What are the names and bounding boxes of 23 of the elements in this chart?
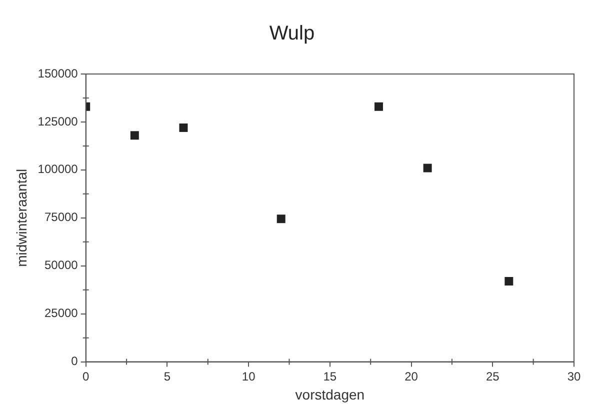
x-tick-label: 30 (567, 369, 581, 384)
y-tick-label: 25000 (44, 306, 78, 320)
x-tick-label: 20 (404, 369, 418, 384)
chart-title: Wulp (269, 22, 315, 45)
point (276, 214, 286, 224)
y-tick-label: 0 (71, 354, 78, 368)
x-axis-title: vorstdagen (295, 386, 365, 402)
y-tick-label: 50000 (44, 258, 78, 272)
y-tick-label: 100000 (38, 162, 78, 176)
y-tick-label: 150000 (38, 66, 78, 80)
point (423, 164, 432, 172)
point (179, 123, 188, 132)
x-tick-label: 25 (486, 369, 500, 384)
x-tick-label: 5 (164, 369, 171, 384)
y-tick-label: 125000 (38, 114, 78, 128)
x-tick-label: 0 (82, 369, 90, 384)
point (130, 131, 139, 140)
point (504, 276, 514, 286)
x-tick-label: 10 (242, 369, 256, 384)
x-tick-label: 15 (323, 369, 337, 384)
point (374, 102, 383, 111)
y-tick-label: 75000 (44, 210, 78, 224)
y-axis-title: midwinteraantal (13, 168, 30, 267)
